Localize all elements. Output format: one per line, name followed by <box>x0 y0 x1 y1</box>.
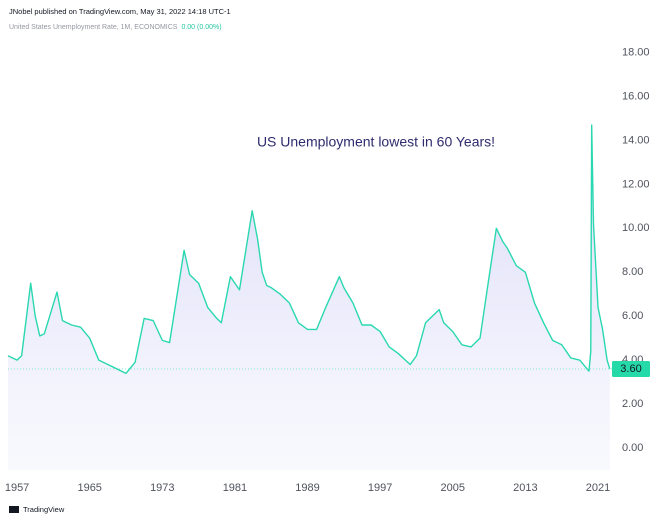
y-tick-label: 8.00 <box>622 266 643 278</box>
y-tick-label: 14.00 <box>622 134 650 146</box>
series-legend: United States Unemployment Rate, 1M, ECO… <box>9 24 178 31</box>
y-tick-label: 18.00 <box>622 46 650 58</box>
price-label: 3.60 <box>620 363 641 375</box>
x-tick-label: 1965 <box>77 482 101 494</box>
footer-text: TradingView <box>23 505 65 514</box>
y-tick-label: 6.00 <box>622 310 643 322</box>
price-label-box <box>612 360 650 377</box>
x-tick-label: 2005 <box>441 482 465 494</box>
x-tick-label: 1997 <box>368 482 392 494</box>
area-fill <box>8 125 610 470</box>
line <box>7 124 611 375</box>
x-tick-label: 2021 <box>586 482 610 494</box>
footer-logo: TradingView <box>9 505 65 514</box>
legend-value: 0.00 (0.00%) <box>181 24 221 31</box>
x-tick-label: 1973 <box>150 482 174 494</box>
y-tick-label: 16.00 <box>622 90 650 102</box>
x-tick-label: 2013 <box>513 482 537 494</box>
x-tick-label: 1989 <box>295 482 319 494</box>
y-tick-label: 0.00 <box>622 442 643 454</box>
x-tick-label: 1981 <box>223 482 247 494</box>
y-tick-label: 2.00 <box>622 398 643 410</box>
x-tick-label: 1957 <box>5 482 29 494</box>
publisher-header: JNobel published on TradingView.com, May… <box>9 7 231 16</box>
logo-icon <box>9 506 19 513</box>
y-tick-label: 12.00 <box>622 178 650 190</box>
y-tick-label: 10.00 <box>622 222 650 234</box>
annotation: US Unemployment lowest in 60 Years! <box>257 134 495 150</box>
